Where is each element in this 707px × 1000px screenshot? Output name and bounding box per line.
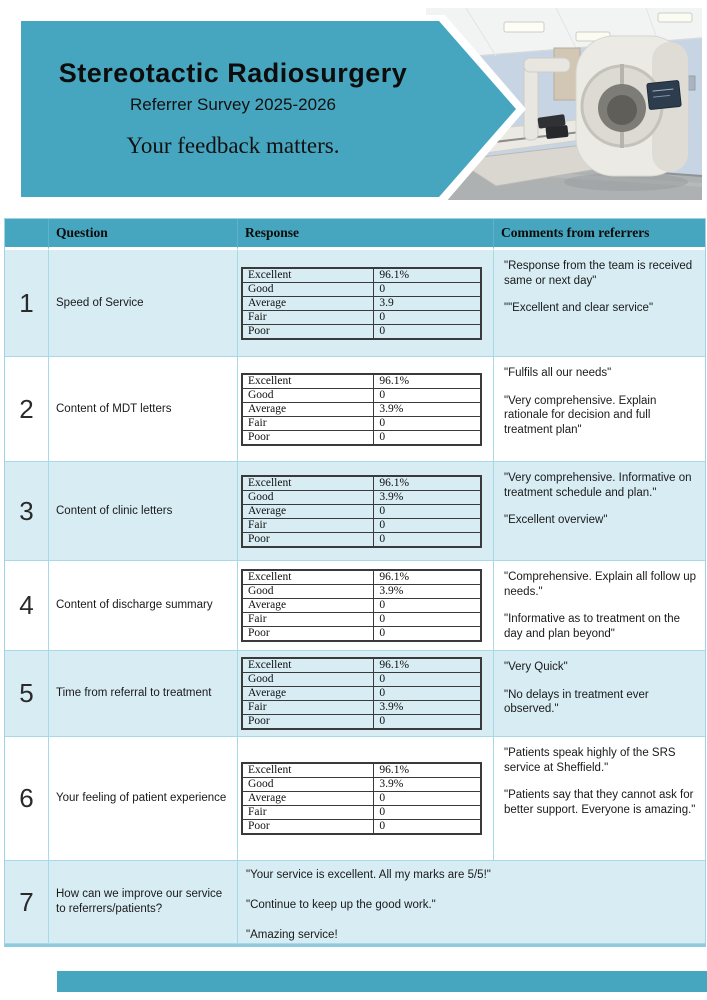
comments-cell: "Very comprehensive. Informative on trea… <box>494 462 705 561</box>
comments-cell: "Fulfils all our needs" "Very comprehens… <box>494 357 705 462</box>
row-number: 3 <box>5 462 49 561</box>
referrer-comment: "No delays in treatment ever observed." <box>504 688 649 716</box>
response-table-cell: Excellent 96.1% Good 0 Average 0 Fair 3.9% P… <box>238 651 494 737</box>
referrer-comment: ""Excellent and clear service" <box>504 302 654 315</box>
machine-photo <box>426 8 702 200</box>
referrer-comment: "Your service is excellent. All my marks… <box>246 869 491 881</box>
referrer-comment: "Comprehensive. Explain all follow up ne… <box>504 571 697 598</box>
referrer-comment: "Very comprehensive. Informative on trea… <box>504 472 692 499</box>
open-answers-cell: "Your service is excellent. All my marks… <box>238 861 705 944</box>
banner: Stereotactic Radiosurgery Referrer Surve… <box>21 22 445 196</box>
referrer-comment: "Excellent overview" <box>504 514 608 527</box>
question-text: Content of discharge summary <box>49 561 238 651</box>
rating-table: Excellent 96.1% Good 3.9% Average 0 Fair 0 P… <box>241 569 482 642</box>
referrer-comment: "Very comprehensive. Explain rationale f… <box>504 394 657 437</box>
referrer-comment: "Continue to keep up the good work." <box>246 898 436 911</box>
comments-cell: "Very Quick" "No delays in treatment eve… <box>494 651 705 737</box>
referrer-comment: "Amazing service! <box>246 928 338 941</box>
response-table-cell: Excellent 96.1% Good 0 Average 3.9% Fair 0 P… <box>238 357 494 462</box>
banner-arrow-shape <box>18 15 526 203</box>
question-text: Time from referral to treatment <box>49 651 238 737</box>
question-text: Content of clinic letters <box>49 462 238 561</box>
survey-table: Question Response Comments from referrer… <box>4 218 706 947</box>
rating-table: Excellent 96.1% Good 0 Average 0 Fair 3.9% P… <box>241 657 482 730</box>
row-number: 4 <box>5 561 49 651</box>
column-header-blank <box>5 219 49 250</box>
referrer-comment: "Fulfils all our needs" <box>504 367 612 379</box>
referrer-comment: "Informative as to treatment on the day … <box>504 613 681 641</box>
rating-table: Excellent 96.1% Good 0 Average 3.9% Fair 0 P… <box>241 372 482 446</box>
page-title: Stereotactic Radiosurgery <box>58 58 408 89</box>
footer-accent-bar <box>57 971 707 992</box>
question-text: Speed of Service <box>49 250 238 357</box>
question-text: Content of MDT letters <box>49 357 238 462</box>
comments-cell: "Patients speak highly of the SRS servic… <box>494 737 705 861</box>
response-table-cell: Excellent 96.1% Good 0 Average 3.9 Fair 0 Po… <box>238 250 494 357</box>
column-header-response: Response <box>238 219 494 250</box>
response-table-cell: Excellent 96.1% Good 3.9% Average 0 Fair 0 P… <box>238 737 494 861</box>
row-number: 5 <box>5 651 49 737</box>
referrer-comment: "Patients speak highly of the SRS servic… <box>504 747 676 774</box>
row-number: 7 <box>5 861 49 944</box>
referrer-comment: "Response from the team is received same… <box>504 260 693 287</box>
comments-cell: "Response from the team is received same… <box>494 250 705 357</box>
rating-table: Excellent 96.1% Good 3.9% Average 0 Fair 0 P… <box>241 474 482 548</box>
column-header-question: Question <box>49 219 238 250</box>
tagline: Your feedback matters. <box>126 132 340 158</box>
response-table-cell: Excellent 96.1% Good 3.9% Average 0 Fair 0 P… <box>238 561 494 651</box>
page-subtitle: Referrer Survey 2025-2026 <box>129 94 336 114</box>
response-table-cell: Excellent 96.1% Good 3.9% Average 0 Fair 0 P… <box>238 462 494 561</box>
referrer-comment: "Very Quick" <box>504 661 568 673</box>
rating-table: Excellent 96.1% Good 3.9% Average 0 Fair 0 P… <box>241 762 482 835</box>
row-number: 2 <box>5 357 49 462</box>
column-header-comments: Comments from referrers <box>494 219 705 250</box>
comments-cell: "Comprehensive. Explain all follow up ne… <box>494 561 705 651</box>
question-text: How can we improve our service to referr… <box>49 861 238 944</box>
rating-table: Excellent 96.1% Good 0 Average 3.9 Fair 0 Po… <box>241 266 482 340</box>
row-number: 6 <box>5 737 49 861</box>
question-text: Your feeling of patient experience <box>49 737 238 861</box>
row-number: 1 <box>5 250 49 357</box>
referrer-comment: "Patients say that they cannot ask for b… <box>504 789 696 817</box>
